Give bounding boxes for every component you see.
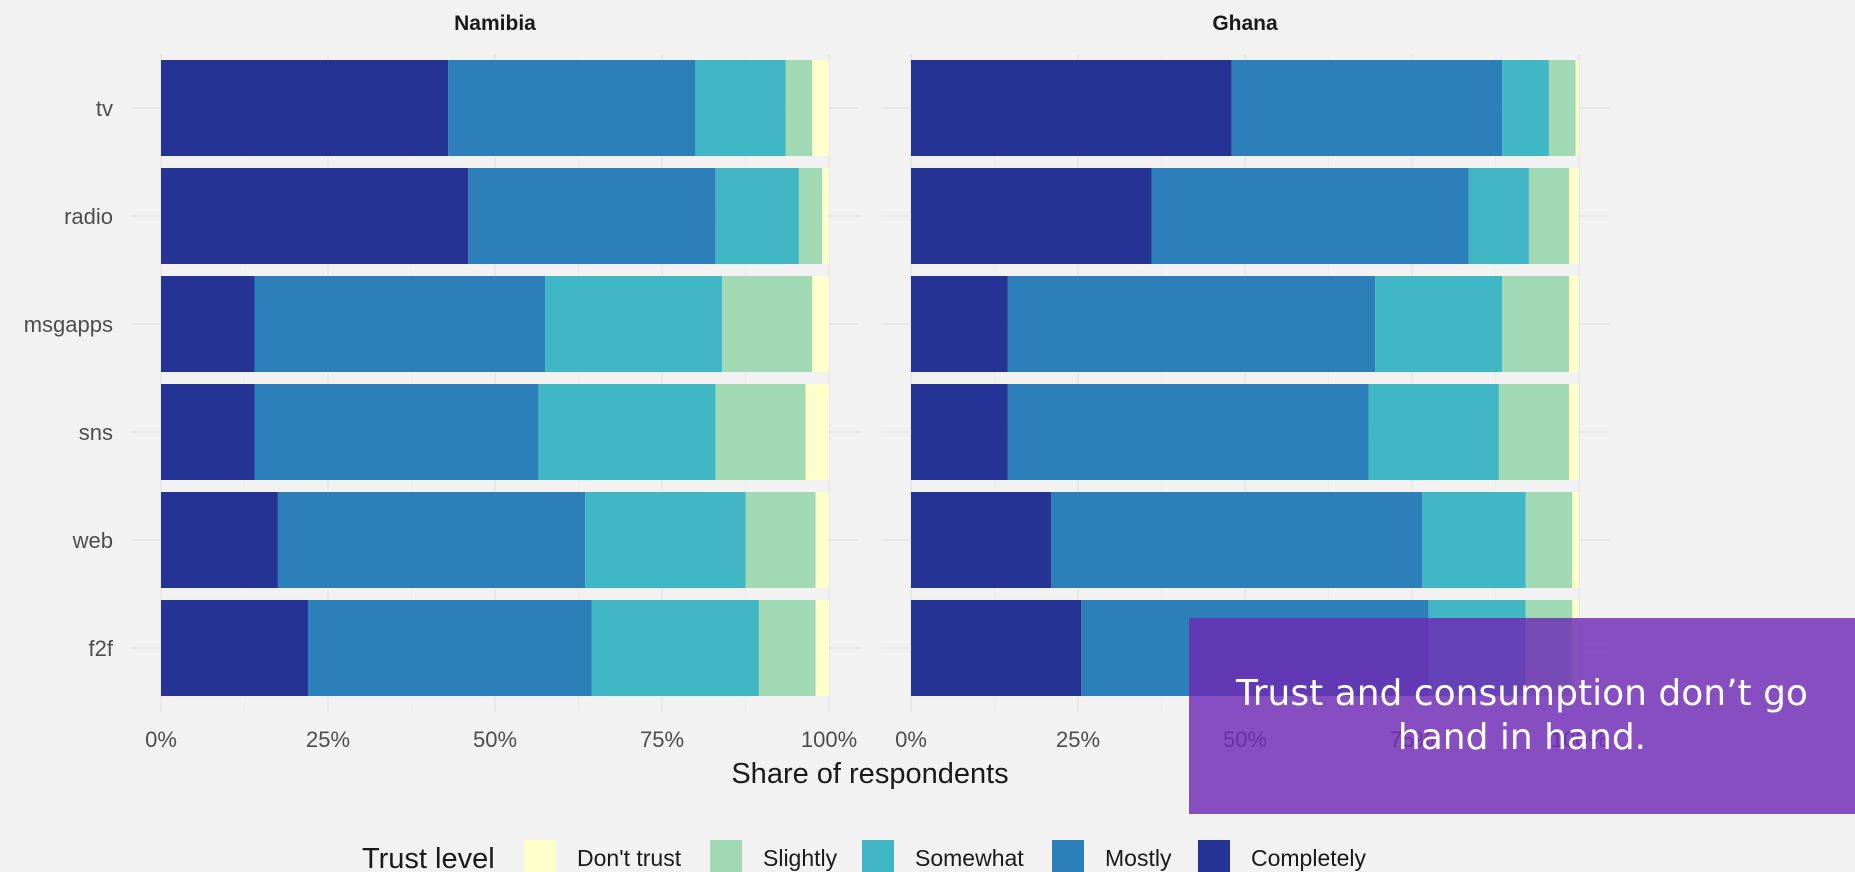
bar-segment-radio-don-t-trust	[1568, 168, 1579, 264]
bar-segment-web-somewhat	[585, 492, 746, 588]
legend: Trust level Don't trust Slightly Somewhat M…	[362, 840, 1367, 872]
bar-segment-sns-don-t-trust	[805, 384, 829, 480]
panel-title: Ghana	[1212, 12, 1278, 35]
bar-segment-sns-slightly	[715, 384, 806, 480]
bar-segment-web-somewhat	[1422, 492, 1526, 588]
bar-segment-radio-somewhat	[715, 168, 799, 264]
legend-key	[1198, 840, 1230, 872]
bar-segment-web-mostly	[1051, 492, 1423, 588]
bar-segment-f2f-somewhat	[591, 600, 759, 696]
x-tick-label: 75%	[640, 727, 684, 752]
bar-segment-f2f-completely	[911, 600, 1082, 696]
bar-segment-radio-mostly	[1151, 168, 1469, 264]
bar-segment-sns-completely	[161, 384, 255, 480]
bar-segment-sns-somewhat	[1368, 384, 1499, 480]
bar-segment-web-slightly	[745, 492, 816, 588]
bar-segment-radio-mostly	[468, 168, 716, 264]
bar-segment-msgapps-slightly	[722, 276, 813, 372]
y-tick-label: tv	[96, 96, 113, 121]
bar-segment-tv-somewhat	[695, 60, 786, 156]
bar-segment-msgapps-completely	[161, 276, 255, 372]
bar-segment-tv-don-t-trust	[1575, 60, 1579, 156]
legend-label: Slightly	[763, 845, 838, 871]
bar-segment-tv-slightly	[785, 60, 813, 156]
bar-segment-sns-mostly	[1007, 384, 1369, 480]
bar-segment-msgapps-mostly	[1007, 276, 1376, 372]
bar-segment-f2f-slightly	[758, 600, 816, 696]
bar-segment-web-slightly	[1525, 492, 1573, 588]
legend-key	[710, 840, 742, 872]
legend-label: Don't trust	[577, 845, 682, 871]
bar-segment-radio-completely	[911, 168, 1152, 264]
bar-segment-f2f-don-t-trust	[815, 600, 829, 696]
bar-segment-msgapps-completely	[911, 276, 1008, 372]
panel-title: Namibia	[454, 12, 536, 35]
x-tick-label: 0%	[895, 727, 927, 752]
bar-segment-tv-completely	[911, 60, 1232, 156]
y-axis-labels: tv radio msgapps sns web f2f	[24, 96, 114, 661]
legend-label: Mostly	[1105, 845, 1172, 871]
bar-segment-sns-don-t-trust	[1568, 384, 1579, 480]
bar-segment-tv-slightly	[1548, 60, 1576, 156]
bar-segment-radio-slightly	[1528, 168, 1569, 264]
bar-segment-tv-completely	[161, 60, 449, 156]
bar-segment-radio-somewhat	[1468, 168, 1529, 264]
bar-segment-f2f-completely	[161, 600, 308, 696]
bar-segment-radio-don-t-trust	[822, 168, 829, 264]
bar-segment-web-completely	[161, 492, 278, 588]
x-tick-label: 25%	[1056, 727, 1100, 752]
bar-segment-msgapps-somewhat	[545, 276, 723, 372]
x-axis-title: Share of respondents	[731, 758, 1008, 790]
bar-segment-tv-don-t-trust	[812, 60, 829, 156]
bar-segment-web-mostly	[277, 492, 586, 588]
legend-key	[862, 840, 894, 872]
y-tick-label: sns	[79, 420, 113, 445]
bar-segment-radio-completely	[161, 168, 469, 264]
bar-segment-tv-mostly	[448, 60, 696, 156]
bar-segment-msgapps-don-t-trust	[1568, 276, 1579, 372]
x-tick-label: 25%	[306, 727, 350, 752]
bar-segment-web-completely	[911, 492, 1052, 588]
x-tick-label: 100%	[801, 727, 857, 752]
y-tick-label: web	[72, 528, 113, 553]
bar-segment-msgapps-slightly	[1502, 276, 1569, 372]
bar-segment-tv-mostly	[1231, 60, 1503, 156]
legend-label: Somewhat	[915, 845, 1024, 871]
legend-title: Trust level	[362, 843, 495, 872]
y-tick-label: msgapps	[24, 312, 113, 337]
bar-segment-web-don-t-trust	[1572, 492, 1579, 588]
bar-segment-f2f-mostly	[307, 600, 592, 696]
legend-key	[1052, 840, 1084, 872]
caption-overlay: Trust and consumption don’t go hand in h…	[1189, 618, 1855, 814]
bar-segment-sns-mostly	[254, 384, 539, 480]
bar-segment-msgapps-somewhat	[1375, 276, 1503, 372]
bar-segments	[161, 60, 1579, 696]
bar-segment-tv-somewhat	[1502, 60, 1549, 156]
bar-segment-sns-somewhat	[538, 384, 716, 480]
bar-segment-web-don-t-trust	[815, 492, 829, 588]
x-tick-label: 50%	[473, 727, 517, 752]
y-tick-label: f2f	[89, 636, 114, 661]
bar-segment-sns-slightly	[1498, 384, 1569, 480]
caption-text: Trust and consumption don’t go hand in h…	[1236, 673, 1808, 758]
bar-segment-radio-slightly	[798, 168, 823, 264]
x-tick-label: 0%	[145, 727, 177, 752]
y-tick-label: radio	[64, 204, 113, 229]
legend-items: Don't trust Slightly Somewhat Mostly Complet…	[524, 840, 1367, 872]
bar-segment-msgapps-don-t-trust	[812, 276, 829, 372]
legend-key	[524, 840, 556, 872]
panel-titles: Namibia Ghana	[454, 12, 1278, 35]
bar-segment-sns-completely	[911, 384, 1008, 480]
legend-label: Completely	[1251, 845, 1367, 871]
bar-segment-msgapps-mostly	[254, 276, 546, 372]
